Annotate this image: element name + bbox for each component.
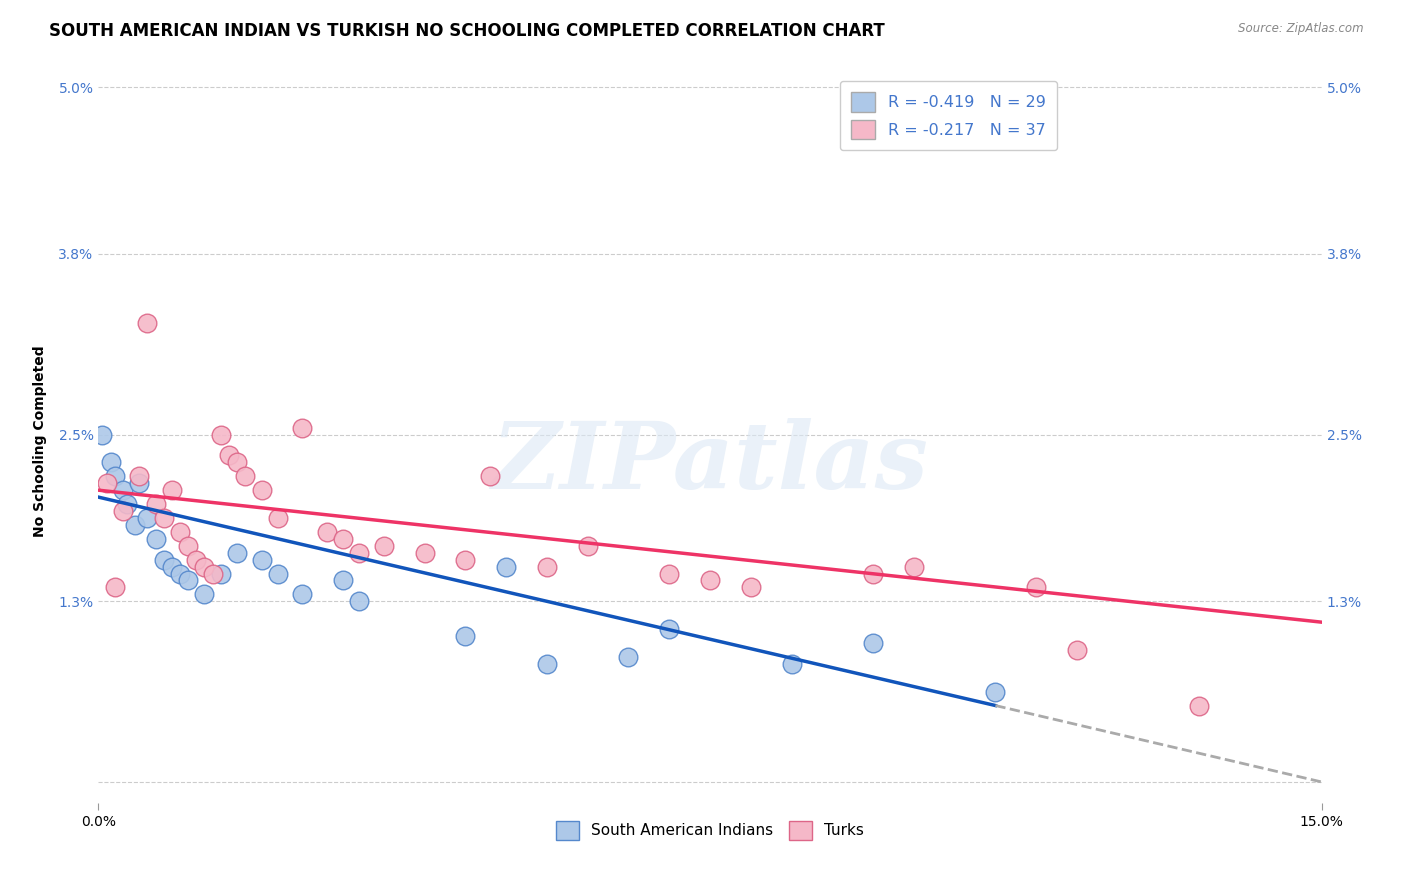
Point — [169, 566, 191, 581]
Point — [201, 566, 224, 581]
Point — [349, 594, 371, 608]
Point — [169, 524, 191, 539]
Text: Source: ZipAtlas.com: Source: ZipAtlas.com — [1239, 22, 1364, 36]
Point — [1188, 698, 1211, 713]
Point — [699, 574, 721, 588]
Point — [862, 566, 884, 581]
Point — [186, 552, 208, 566]
Point — [267, 566, 290, 581]
Point — [1025, 581, 1047, 595]
Point — [250, 483, 273, 498]
Point — [218, 449, 240, 463]
Point — [780, 657, 803, 671]
Point — [291, 587, 314, 601]
Point — [454, 629, 477, 643]
Text: ZIPatlas: ZIPatlas — [492, 418, 928, 508]
Point — [658, 566, 681, 581]
Text: SOUTH AMERICAN INDIAN VS TURKISH NO SCHOOLING COMPLETED CORRELATION CHART: SOUTH AMERICAN INDIAN VS TURKISH NO SCHO… — [49, 22, 884, 40]
Point — [478, 469, 501, 483]
Legend: South American Indians, Turks: South American Indians, Turks — [550, 815, 870, 846]
Point — [160, 483, 183, 498]
Point — [740, 581, 762, 595]
Point — [209, 566, 232, 581]
Point — [536, 657, 558, 671]
Point — [100, 455, 122, 469]
Point — [111, 504, 134, 518]
Point — [291, 420, 314, 434]
Point — [152, 552, 174, 566]
Point — [226, 546, 249, 560]
Point — [104, 469, 127, 483]
Point — [136, 511, 159, 525]
Point — [145, 532, 167, 546]
Point — [111, 483, 134, 498]
Point — [1066, 643, 1088, 657]
Point — [209, 427, 232, 442]
Point — [160, 559, 183, 574]
Point — [233, 469, 256, 483]
Point — [104, 581, 127, 595]
Point — [177, 539, 200, 553]
Point — [373, 539, 395, 553]
Y-axis label: No Schooling Completed: No Schooling Completed — [34, 346, 48, 537]
Point — [128, 469, 150, 483]
Point — [349, 546, 371, 560]
Point — [617, 649, 640, 664]
Point — [136, 317, 159, 331]
Point — [124, 517, 146, 532]
Point — [658, 622, 681, 636]
Point — [152, 511, 174, 525]
Point — [315, 524, 337, 539]
Point — [115, 497, 138, 511]
Point — [177, 574, 200, 588]
Point — [495, 559, 517, 574]
Point — [454, 552, 477, 566]
Point — [96, 476, 118, 491]
Point — [250, 552, 273, 566]
Point — [413, 546, 436, 560]
Point — [332, 574, 354, 588]
Point — [193, 587, 215, 601]
Point — [862, 636, 884, 650]
Point — [984, 684, 1007, 698]
Point — [903, 559, 925, 574]
Point — [128, 476, 150, 491]
Point — [332, 532, 354, 546]
Point — [267, 511, 290, 525]
Point — [536, 559, 558, 574]
Point — [145, 497, 167, 511]
Point — [91, 427, 114, 442]
Point — [226, 455, 249, 469]
Point — [576, 539, 599, 553]
Point — [193, 559, 215, 574]
